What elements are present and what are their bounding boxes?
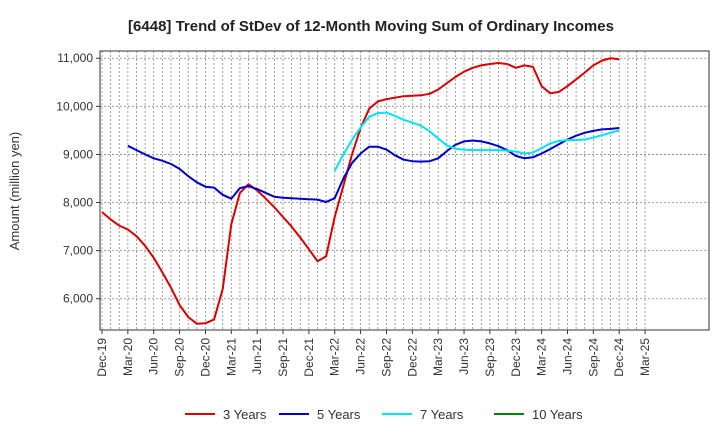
y-tick-label: 9,000 [63,147,93,161]
x-tick-label: Sep-21 [276,338,290,377]
x-tick-label: Dec-19 [95,338,109,377]
legend-label-5-years: 5 Years [317,407,361,422]
series-line-5-years [127,127,620,203]
y-tick-label: 8,000 [63,196,93,210]
x-tick-label: Mar-22 [328,338,342,376]
x-tick-label: Mar-25 [638,338,652,376]
x-tick-label: Dec-23 [509,338,523,377]
x-tick-label: Mar-21 [224,338,238,376]
y-axis-label: Amount (million yen) [7,132,22,251]
x-tick-label: Dec-21 [302,338,316,377]
x-tick-label: Sep-22 [379,338,393,377]
x-tick-label: Sep-20 [173,338,187,377]
series-line-7-years [333,111,620,172]
x-tick-label: Jun-23 [457,338,471,375]
y-tick-label: 11,000 [57,51,93,65]
y-tick-label: 6,000 [63,292,93,306]
x-axis: Dec-19 Mar-20 Jun-20 Sep-20 Dec-20 Mar-21 Jun-… [95,330,652,377]
plot-area [99,50,710,331]
x-tick-label: Dec-20 [198,338,212,377]
x-tick-label: Mar-24 [535,338,549,376]
legend-label-3-years: 3 Years [223,407,267,422]
x-tick-label: Jun-20 [147,338,161,375]
x-tick-label: Dec-22 [405,338,419,377]
x-tick-label: Sep-24 [586,338,600,377]
legend: 3 Years 5 Years 7 Years 10 Years [185,407,583,422]
x-tick-label: Mar-20 [121,338,135,376]
x-tick-label: Jun-21 [250,338,264,375]
x-tick-label: Jun-24 [560,338,574,375]
series-layer [101,57,620,325]
chart-title: [6448] Trend of StDev of 12-Month Moving… [128,18,614,35]
x-tick-label: Sep-23 [483,338,497,377]
y-tick-label: 10,000 [56,99,93,113]
legend-label-7-years: 7 Years [420,407,464,422]
x-tick-label: Jun-22 [354,338,368,375]
x-tick-label: Mar-23 [431,338,445,376]
y-tick-label: 7,000 [63,244,93,258]
x-tick-label: Dec-24 [612,338,626,377]
y-axis: 6,000 7,000 8,000 9,000 10,000 11,000 [56,51,100,306]
legend-label-10-years: 10 Years [532,407,583,422]
grid [100,51,709,330]
